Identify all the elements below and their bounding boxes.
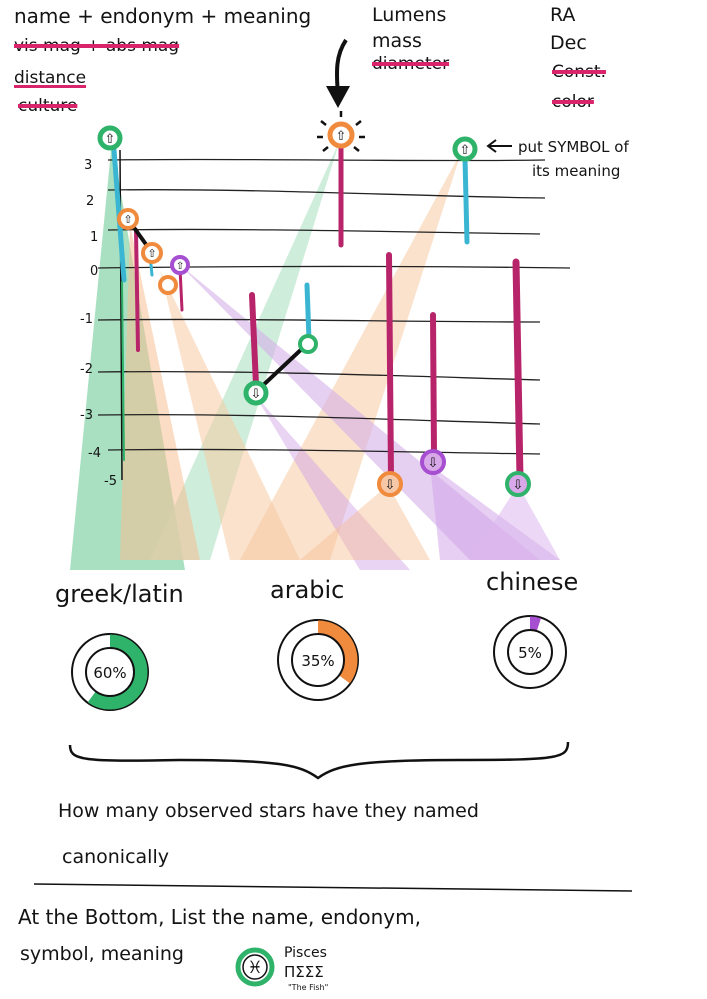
star-marker: ⇧	[170, 255, 190, 275]
example-name: Pisces	[284, 945, 327, 961]
beam-orange-3	[300, 485, 430, 560]
ring-outer	[277, 619, 359, 701]
star-marker: ⇧	[452, 136, 478, 162]
beam-green-1	[70, 140, 185, 570]
culture-label-chinese: chinese	[486, 568, 579, 596]
bottom-line-2: symbol, meaning	[20, 943, 184, 965]
svg-text:⇧: ⇧	[460, 143, 471, 158]
star-markers: ⇧ ⇧ ⇧ ⇧	[97, 111, 531, 497]
svg-text:⇩: ⇩	[251, 387, 262, 402]
ring-3: 5%	[493, 615, 567, 689]
arrow-left-icon	[486, 139, 512, 153]
note-distance: distance	[14, 68, 87, 88]
star-marker	[158, 275, 178, 295]
ring-1: 60%	[71, 633, 149, 711]
note-diameter: diameter	[372, 54, 450, 74]
ring-inner	[291, 633, 345, 687]
culture-label-arabic: arabic	[270, 576, 345, 604]
svg-text:⇧: ⇧	[336, 129, 347, 144]
note-name-endonym-meaning: name + endonym + meaning	[14, 4, 312, 28]
tick-0: 0	[90, 264, 99, 279]
ring-percent-label: 5%	[518, 644, 542, 662]
pisces-symbol-icon: ♓	[235, 947, 275, 987]
star-marker: ⇩	[505, 471, 531, 497]
star-marker: ⇧	[97, 125, 123, 151]
svg-text:⇩: ⇩	[385, 478, 396, 493]
example-meaning: "The Fish"	[288, 983, 329, 992]
star-marker: ⇩	[377, 471, 403, 497]
star-marker: ⇧	[117, 208, 139, 230]
ring-2: 35%	[277, 619, 359, 701]
tick-neg4: -4	[88, 446, 101, 461]
tick-1: 1	[90, 230, 99, 245]
tick-2: 2	[86, 194, 95, 209]
star-marker: ⇧	[141, 242, 163, 264]
tick-neg2: -2	[80, 362, 93, 377]
svg-text:♓: ♓	[247, 958, 262, 978]
ring-outer	[493, 615, 567, 689]
magnitude-gridlines	[97, 158, 571, 455]
note-put-symbol: put SYMBOL of	[518, 138, 629, 156]
tick-3: 3	[84, 158, 93, 173]
note-ra: RA	[550, 4, 576, 26]
tick-neg5: -5	[104, 474, 117, 489]
curly-brace	[68, 741, 570, 780]
note-lumens: Lumens	[372, 4, 447, 26]
bottom-line-1: At the Bottom, List the name, endonym,	[18, 905, 421, 929]
beam-purple-2	[255, 395, 410, 570]
arrow-down-icon	[326, 38, 350, 108]
beam-purple-4	[470, 485, 560, 560]
svg-text:⇧: ⇧	[105, 132, 116, 147]
beam-green-3	[240, 150, 462, 560]
light-beams	[70, 140, 560, 570]
culture-label-greek-latin: greek/latin	[55, 580, 184, 608]
star-marker: ⇩	[420, 449, 446, 475]
ring-percent-label: 35%	[301, 652, 334, 670]
star-marker: ⇧	[317, 111, 365, 152]
svg-text:⇧: ⇧	[123, 213, 132, 226]
star-marker	[298, 334, 318, 354]
ring-percent-label: 60%	[93, 664, 126, 682]
note-vis-abs-mag: vis mag + abs mag	[14, 36, 180, 56]
note-color: color	[552, 92, 594, 112]
divider-line	[33, 883, 633, 892]
ring-inner	[507, 629, 553, 675]
note-its-meaning: its meaning	[532, 162, 621, 180]
note-const: Const.	[552, 62, 606, 82]
beam-green-2	[150, 140, 340, 560]
tick-neg1: -1	[80, 312, 93, 327]
ring-inner	[85, 647, 135, 697]
ring-fill-1	[72, 634, 148, 710]
example-endonym: ΠΣΣΣ	[284, 963, 324, 981]
question-line-2: canonically	[62, 846, 169, 868]
note-dec: Dec	[550, 32, 587, 54]
star-marker: ⇩	[243, 380, 269, 406]
note-culture: culture	[18, 96, 78, 116]
svg-text:⇧: ⇧	[176, 261, 184, 272]
svg-text:⇩: ⇩	[428, 456, 439, 471]
ring-fill-3	[494, 616, 566, 688]
note-mass: mass	[372, 30, 422, 52]
svg-text:⇧: ⇧	[147, 247, 156, 260]
ring-outer	[71, 633, 149, 711]
ring-fill-2	[278, 620, 358, 700]
beam-purple-1	[180, 265, 540, 560]
svg-text:⇩: ⇩	[513, 478, 524, 493]
question-line-1: How many observed stars have they named	[58, 800, 479, 822]
tick-neg3: -3	[80, 408, 93, 423]
beam-purple-3	[430, 465, 560, 560]
beam-orange-1	[120, 225, 200, 560]
